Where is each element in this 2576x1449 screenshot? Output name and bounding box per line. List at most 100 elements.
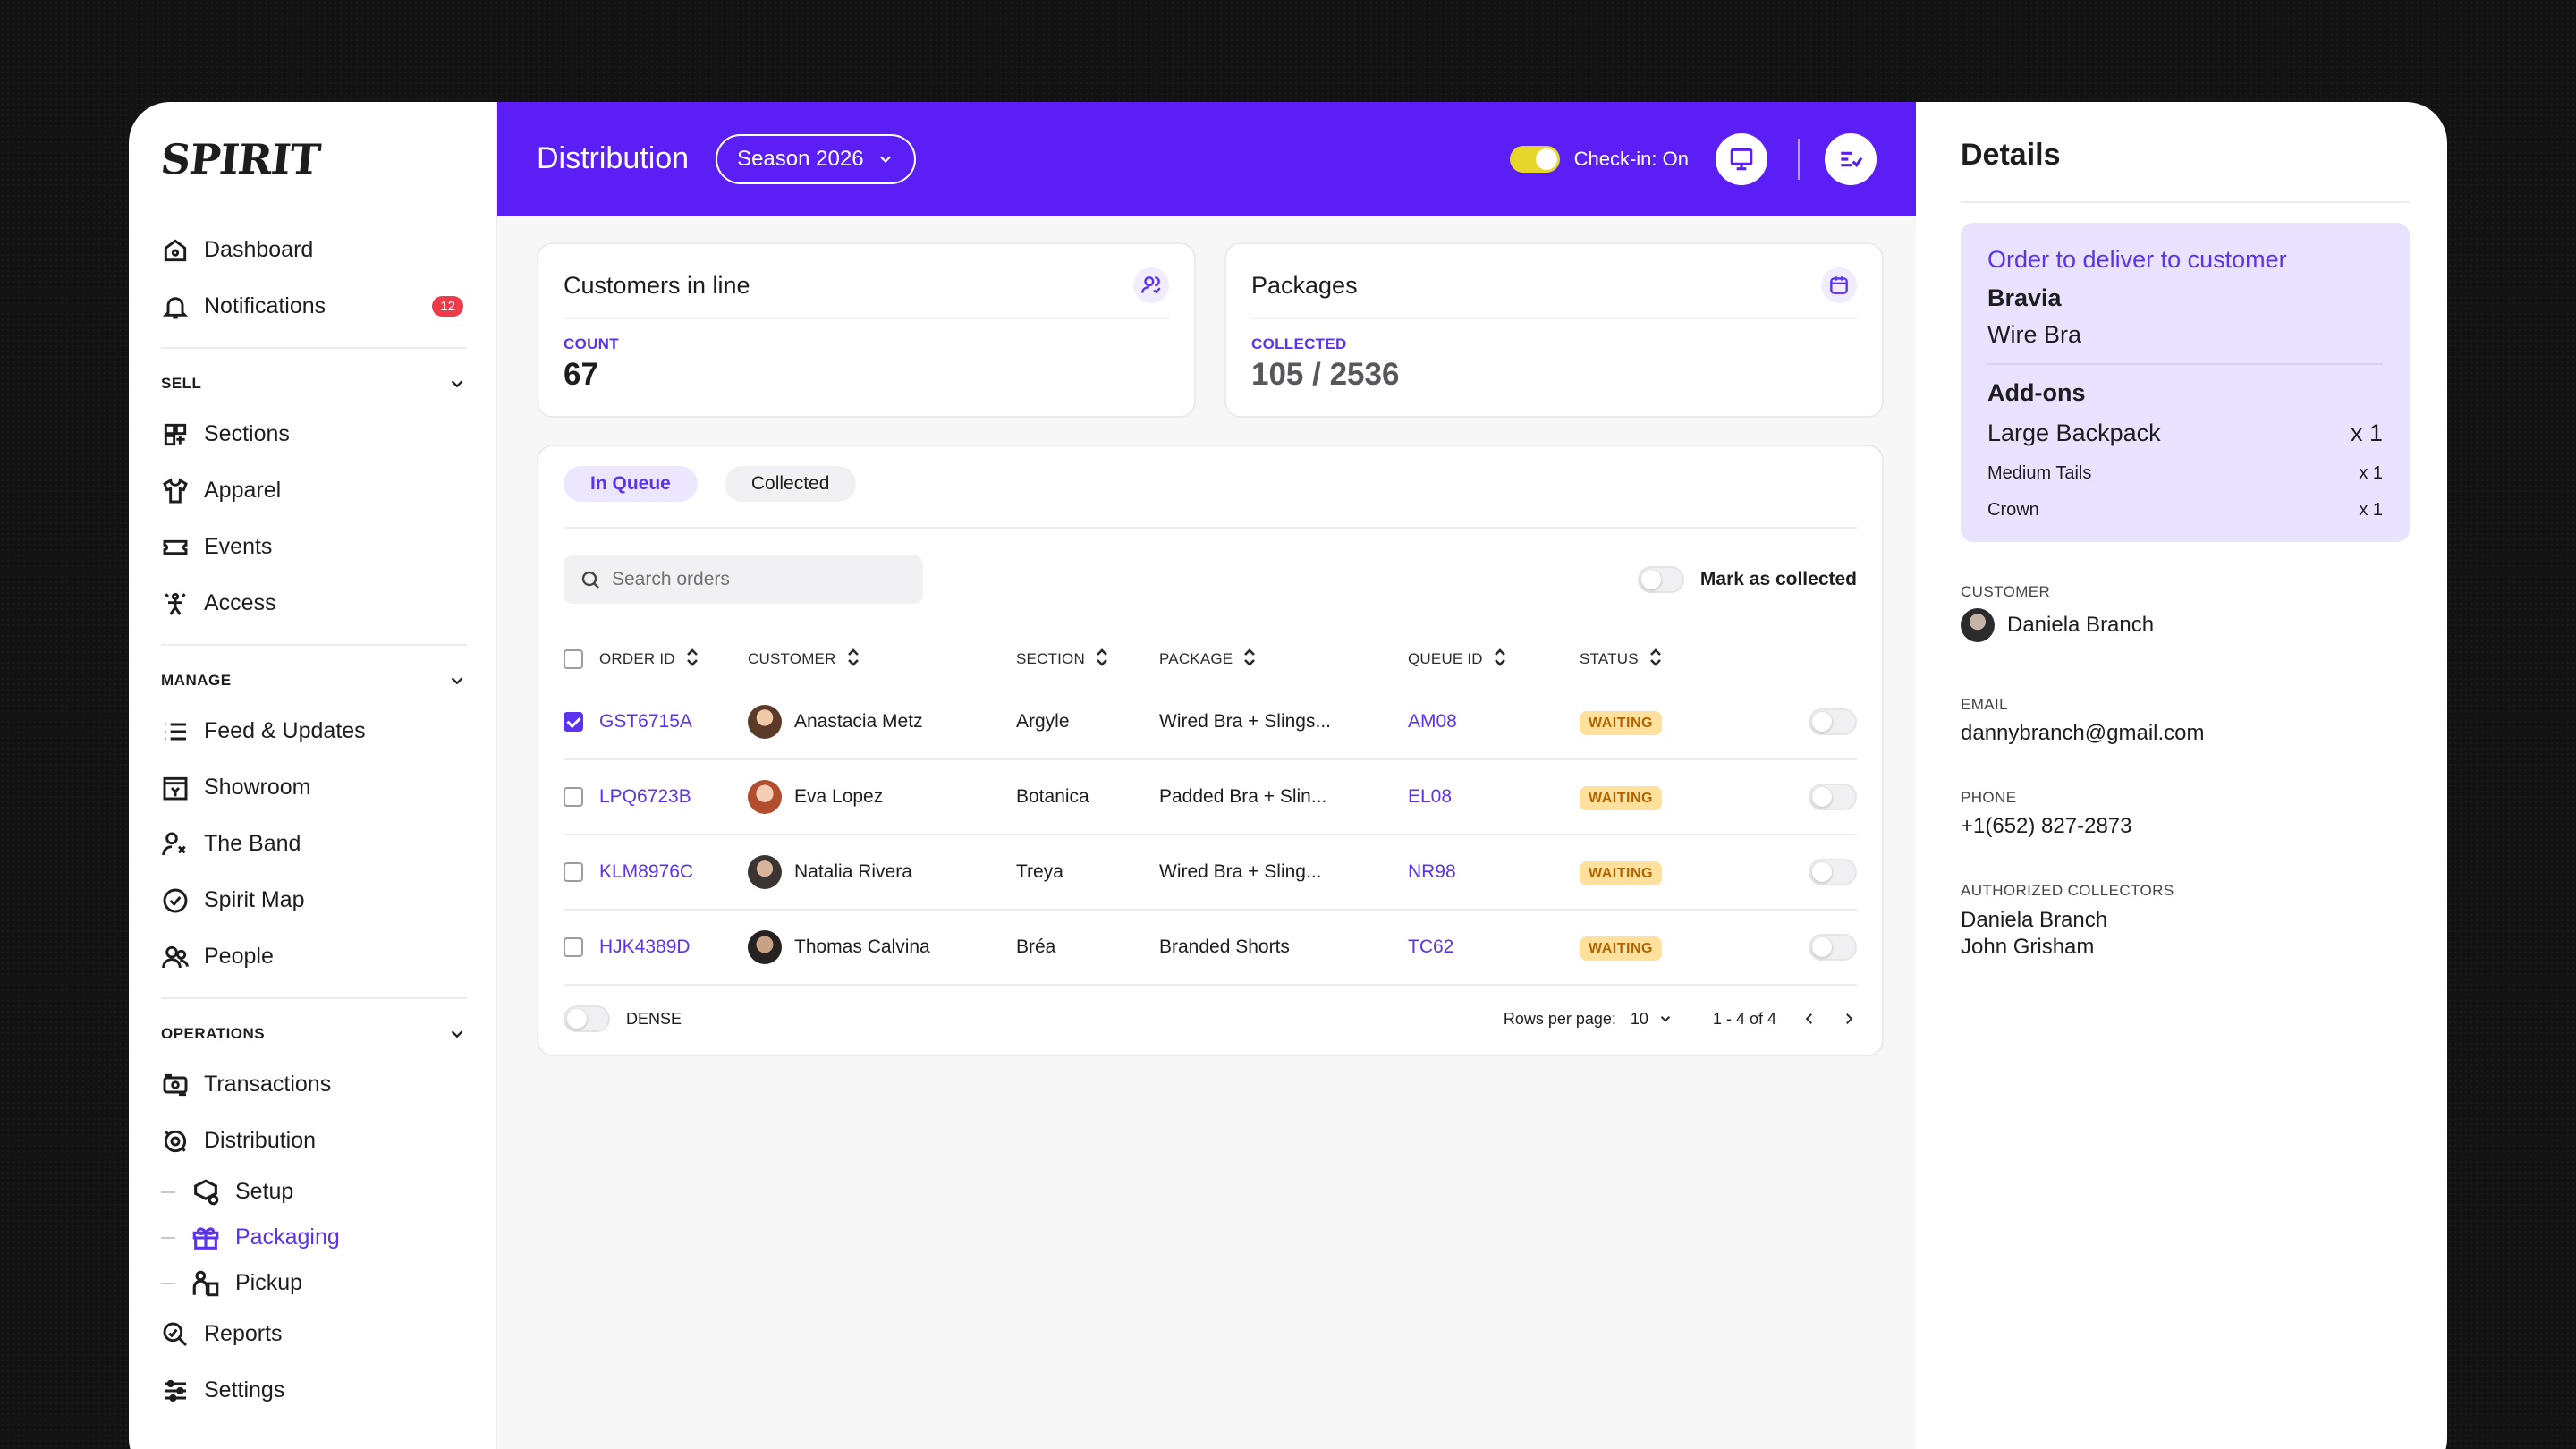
section-cell: Botanica (1016, 759, 1159, 835)
nav-distribution[interactable]: Distribution (161, 1113, 467, 1169)
chevron-down-icon (451, 677, 463, 685)
order-item: Wire Bra (1987, 321, 2082, 348)
bell-icon (161, 292, 190, 321)
row-collected-toggle[interactable] (1809, 784, 1857, 810)
nav-notifications[interactable]: Notifications 12 (161, 278, 467, 335)
tab-collected[interactable]: Collected (724, 466, 857, 502)
nav-showroom[interactable]: Showroom (161, 759, 467, 816)
order-id-link[interactable]: LPQ6723B (599, 759, 748, 835)
sort-icon (1492, 648, 1508, 672)
group-operations-toggle[interactable]: OPERATIONS (161, 1012, 467, 1056)
nav-feed-updates[interactable]: Feed & Updates (161, 703, 467, 759)
nav-label: Apparel (204, 478, 282, 503)
table-row[interactable]: HJK4389D Thomas Calvina Bréa Branded Sho… (564, 910, 1857, 986)
col-order-id[interactable]: ORDER ID (599, 634, 748, 684)
queue-id-link[interactable]: TC62 (1408, 910, 1580, 986)
prev-page-icon[interactable] (1801, 1011, 1818, 1027)
tree-dash (161, 1191, 175, 1193)
orders-table: ORDER ID CUSTOMER SECTION PACKAGE QUEUE … (564, 634, 1857, 986)
nav-transactions[interactable]: Transactions (161, 1056, 467, 1113)
rows-per-page-select[interactable]: 10 (1631, 1010, 1674, 1029)
checklist-button[interactable] (1825, 132, 1877, 185)
row-checkbox[interactable] (564, 937, 583, 958)
season-dropdown[interactable]: Season 2026 (716, 133, 916, 184)
nav-people[interactable]: People (161, 928, 467, 985)
divider (161, 997, 467, 999)
mark-collected-toggle[interactable] (1637, 566, 1684, 593)
customer-name: Thomas Calvina (794, 936, 930, 957)
col-package[interactable]: PACKAGE (1159, 634, 1408, 684)
access-icon (161, 589, 190, 618)
search-input[interactable] (612, 569, 898, 590)
col-section[interactable]: SECTION (1016, 634, 1159, 684)
nav-label: Sections (204, 421, 290, 446)
row-checkbox[interactable] (564, 711, 583, 732)
band-icon (161, 830, 190, 859)
details-title: Details (1961, 138, 2410, 203)
nav-access[interactable]: Access (161, 575, 467, 631)
checkin-toggle[interactable] (1509, 145, 1560, 173)
nav-sub-setup[interactable]: Setup (161, 1169, 467, 1215)
rows-per-page-label: Rows per page: (1503, 1009, 1616, 1028)
table-row[interactable]: LPQ6723B Eva Lopez Botanica Padded Bra +… (564, 759, 1857, 835)
col-queue-id[interactable]: QUEUE ID (1408, 634, 1580, 684)
nav-sub-packaging[interactable]: Packaging (161, 1215, 467, 1260)
nav-label: Events (204, 534, 273, 559)
nav-label: Setup (235, 1179, 294, 1204)
divider (1798, 138, 1800, 180)
order-id-link[interactable]: KLM8976C (599, 835, 748, 911)
customer-name: Natalia Rivera (794, 861, 912, 882)
table-row[interactable]: KLM8976C Natalia Rivera Treya Wired Bra … (564, 835, 1857, 911)
row-checkbox[interactable] (564, 862, 583, 883)
card-label: COUNT (564, 335, 619, 352)
nav-events[interactable]: Events (161, 519, 467, 575)
nav-spirit-map[interactable]: Spirit Map (161, 872, 467, 928)
notification-badge: 12 (432, 296, 463, 317)
nav-apparel[interactable]: Apparel (161, 462, 467, 519)
chevron-down-icon (1660, 1016, 1671, 1022)
package-cell: Branded Shorts (1159, 910, 1408, 986)
packaging-icon (191, 1223, 221, 1253)
showroom-icon (161, 774, 190, 802)
col-customer[interactable]: CUSTOMER (748, 634, 1016, 684)
customer-label: CUSTOMER (1961, 583, 2051, 600)
email-label: EMAIL (1961, 696, 2009, 713)
table-row[interactable]: GST6715A Anastacia Metz Argyle Wired Bra… (564, 684, 1857, 760)
nav-dashboard[interactable]: Dashboard (161, 222, 467, 278)
order-id-link[interactable]: GST6715A (599, 684, 748, 760)
nav-label: Transactions (204, 1072, 332, 1097)
season-label: Season 2026 (737, 146, 864, 171)
queue-id-link[interactable]: AM08 (1408, 684, 1580, 760)
row-collected-toggle[interactable] (1809, 859, 1857, 886)
card-label: COLLECTED (1251, 335, 1347, 352)
queue-id-link[interactable]: EL08 (1408, 759, 1580, 835)
nav-label: Pickup (235, 1270, 303, 1295)
order-id-link[interactable]: HJK4389D (599, 910, 748, 986)
divider (161, 644, 467, 646)
nav-label: Distribution (204, 1128, 317, 1153)
group-sell-toggle[interactable]: SELL (161, 361, 467, 406)
dense-toggle[interactable] (564, 1005, 610, 1032)
page-title: Distribution (537, 141, 690, 175)
select-all-checkbox[interactable] (564, 649, 583, 669)
group-manage-toggle[interactable]: MANAGE (161, 658, 467, 703)
addon-name: Crown (1987, 500, 2039, 520)
row-collected-toggle[interactable] (1809, 934, 1857, 961)
row-collected-toggle[interactable] (1809, 708, 1857, 735)
queue-id-link[interactable]: NR98 (1408, 835, 1580, 911)
tab-in-queue[interactable]: In Queue (564, 466, 698, 502)
home-icon (161, 236, 190, 265)
row-checkbox[interactable] (564, 787, 583, 808)
sidebar: SPIRIT Dashboard Notifications 12 SELL S… (129, 102, 497, 1449)
status-badge: WAITING (1580, 936, 1662, 961)
next-page-icon[interactable] (1841, 1011, 1857, 1027)
col-status[interactable]: STATUS (1580, 634, 1803, 684)
addon-name: Medium Tails (1987, 463, 2092, 483)
nav-reports[interactable]: Reports (161, 1306, 467, 1362)
nav-settings[interactable]: Settings (161, 1362, 467, 1419)
nav-the-band[interactable]: The Band (161, 816, 467, 872)
sort-icon (1241, 648, 1258, 672)
nav-sub-pickup[interactable]: Pickup (161, 1260, 467, 1306)
nav-sections[interactable]: Sections (161, 406, 467, 462)
monitor-button[interactable] (1716, 132, 1767, 185)
